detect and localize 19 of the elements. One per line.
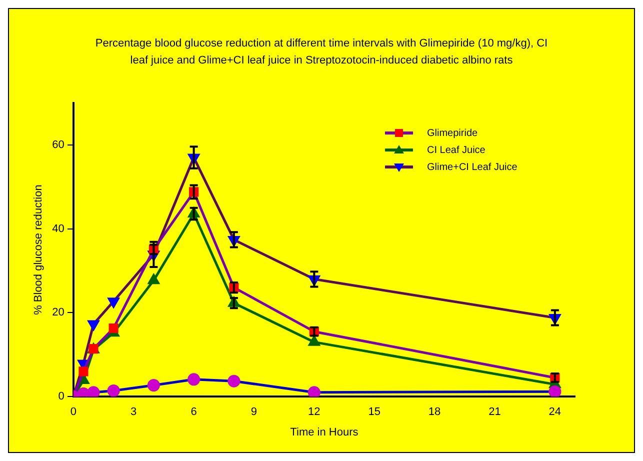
x-axis-title: Time in Hours xyxy=(290,426,359,438)
x-tick-label: 21 xyxy=(488,406,501,418)
legend-label: CI Leaf Juice xyxy=(427,144,486,156)
x-tick-label: 15 xyxy=(368,406,380,418)
x-tick-label: 12 xyxy=(308,406,320,418)
x-tick-label: 9 xyxy=(250,406,258,418)
x-tick-label: 18 xyxy=(428,406,441,418)
x-tick-label: 0 xyxy=(70,406,76,418)
y-tick-label: 20 xyxy=(52,306,64,319)
y-tick-label: 60 xyxy=(52,138,64,151)
legend-label: Glime+CI Leaf Juice xyxy=(427,162,518,173)
x-tick-label: 24 xyxy=(548,406,562,418)
chart-title: Percentage blood glucose reduction at different time intervals with Glimepiride (10 mg/kg), CI leaf juice and Glime+CI leaf juice in Streptozotocin-induced diabetic albino rats xyxy=(95,38,548,67)
x-tick-label: 3 xyxy=(130,406,137,418)
y-tick-label: 0 xyxy=(58,390,64,403)
y-tick-label: 40 xyxy=(52,222,64,235)
x-tick-label: 6 xyxy=(190,406,197,418)
y-axis-title: % Blood glucose reduction xyxy=(32,184,45,315)
legend-label: Glimepiride xyxy=(427,128,478,139)
